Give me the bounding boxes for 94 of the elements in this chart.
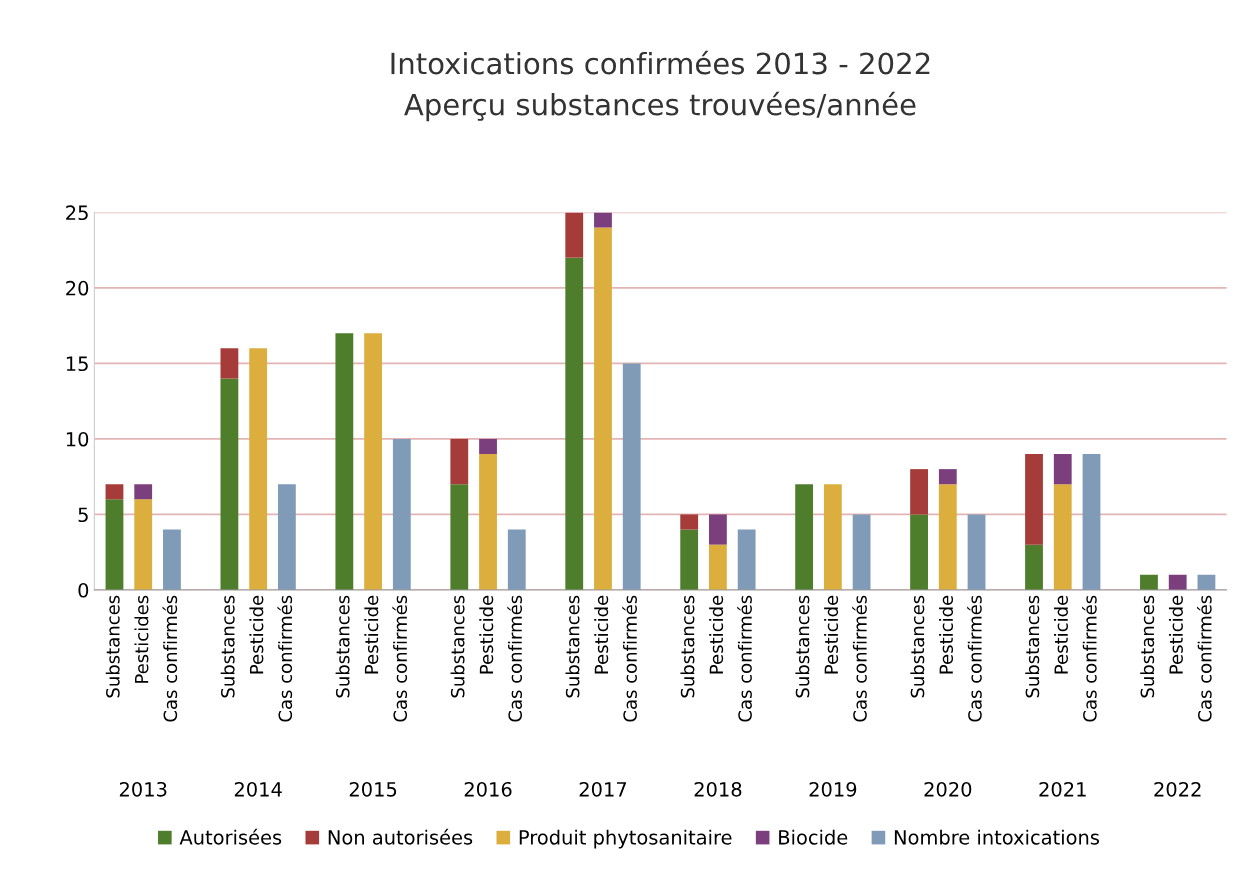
x-tick-label: Pesticide bbox=[364, 595, 379, 674]
bar bbox=[1053, 484, 1072, 590]
bar bbox=[565, 212, 584, 258]
y-tick-label: 20 bbox=[66, 280, 89, 296]
bar bbox=[910, 514, 928, 590]
bar bbox=[479, 454, 497, 590]
x-tick-label: Substances bbox=[795, 595, 810, 698]
bar bbox=[967, 514, 986, 590]
bar bbox=[709, 544, 727, 590]
x-tick-label: Cas confirmés bbox=[1196, 595, 1212, 722]
bar bbox=[795, 484, 814, 590]
bar bbox=[507, 529, 526, 590]
y-tick-label: 25 bbox=[66, 205, 88, 221]
bar bbox=[594, 227, 612, 590]
x-tick-label: Substances bbox=[910, 595, 925, 698]
bar bbox=[450, 484, 469, 590]
bar bbox=[680, 529, 699, 590]
bar bbox=[450, 438, 469, 485]
text: 2014 bbox=[234, 781, 282, 797]
y-tick-label: 10 bbox=[66, 431, 89, 447]
bar bbox=[220, 378, 239, 590]
bar bbox=[479, 438, 497, 455]
bar bbox=[105, 484, 124, 500]
x-tick-label: Cas confirmés bbox=[162, 595, 178, 722]
bar bbox=[1025, 544, 1043, 590]
bar bbox=[938, 484, 957, 590]
legend-label: Nombre intoxications bbox=[894, 829, 1100, 845]
x-tick-label: Substances bbox=[680, 595, 695, 698]
x-tick-label: Pesticide bbox=[939, 595, 954, 674]
legend-label: Produit phytosanitaire bbox=[519, 829, 732, 849]
chart-title: Intoxications confirmées 2013 - 2022 Aperçu substances trouvées/année bbox=[391, 50, 930, 122]
bar bbox=[277, 484, 296, 590]
x-tick-label: Cas confirmés bbox=[852, 595, 867, 722]
x-tick-label: Cas confirmés bbox=[1082, 595, 1097, 722]
x-tick-label: Substances bbox=[1025, 595, 1040, 698]
bar bbox=[709, 514, 727, 545]
text: 2022 bbox=[1154, 781, 1201, 797]
bar bbox=[1140, 574, 1158, 590]
x-tick-label: Substances bbox=[450, 595, 465, 698]
y-tick-label: 15 bbox=[66, 356, 88, 372]
bar bbox=[220, 348, 239, 379]
text: 2019 bbox=[809, 781, 857, 797]
x-tick-label: Cas confirmés bbox=[507, 595, 523, 722]
bar bbox=[910, 469, 928, 515]
x-tick-label: Pesticide bbox=[709, 595, 724, 674]
x-tick-label: Pesticide bbox=[1168, 595, 1183, 674]
x-tick-label: Cas confirmés bbox=[737, 595, 752, 722]
x-tick-label: Pesticides bbox=[134, 595, 149, 683]
x-tick-label: Pesticide bbox=[824, 595, 839, 674]
bar bbox=[1168, 574, 1187, 590]
x-tick-label: Pesticide bbox=[249, 595, 264, 674]
legend-label: Biocide bbox=[779, 829, 848, 845]
text: 2018 bbox=[694, 781, 742, 797]
bar bbox=[335, 333, 354, 590]
bar bbox=[680, 514, 699, 530]
text: 2016 bbox=[464, 781, 512, 797]
bar bbox=[622, 363, 641, 590]
x-tick-label: Cas confirmés bbox=[392, 595, 408, 722]
y-tick-label: 5 bbox=[78, 507, 88, 523]
x-tick-label: Cas confirmés bbox=[277, 595, 293, 722]
bar bbox=[163, 529, 181, 590]
x-tick-label: Pesticide bbox=[594, 595, 609, 674]
bar bbox=[1082, 454, 1101, 590]
x-tick-label: Cas confirmés bbox=[622, 595, 637, 722]
x-tick-label: Substances bbox=[335, 595, 350, 698]
text: 2021 bbox=[1039, 781, 1086, 797]
x-tick-label: Pesticide bbox=[1054, 595, 1068, 674]
bar bbox=[823, 484, 842, 590]
x-tick-label: Pesticide bbox=[479, 595, 494, 674]
bar bbox=[938, 469, 957, 485]
bar bbox=[1025, 454, 1043, 545]
y-tick-label: 0 bbox=[78, 582, 89, 598]
bar bbox=[249, 348, 268, 590]
bar bbox=[105, 499, 124, 590]
x-tick-label: Substances bbox=[220, 595, 235, 698]
bar bbox=[392, 438, 411, 590]
text: 2020 bbox=[924, 781, 972, 797]
bar bbox=[852, 514, 871, 590]
x-tick-label: Cas confirmés bbox=[967, 595, 982, 722]
legend-label: Non autorisées bbox=[328, 828, 473, 845]
text: 2017 bbox=[579, 781, 627, 797]
bar bbox=[565, 257, 584, 590]
x-tick-label: Substances bbox=[1140, 595, 1155, 698]
x-tick-label: Substances bbox=[565, 595, 580, 698]
x-tick-label: Substances bbox=[105, 595, 120, 698]
legend-label: Autorisées bbox=[179, 828, 282, 845]
text: 2013 bbox=[119, 781, 167, 797]
bar bbox=[594, 212, 612, 228]
bar bbox=[364, 333, 382, 590]
bar bbox=[134, 499, 153, 590]
bar bbox=[134, 484, 153, 500]
text: 2015 bbox=[349, 781, 397, 797]
bar bbox=[1053, 454, 1072, 485]
bar bbox=[737, 529, 756, 590]
